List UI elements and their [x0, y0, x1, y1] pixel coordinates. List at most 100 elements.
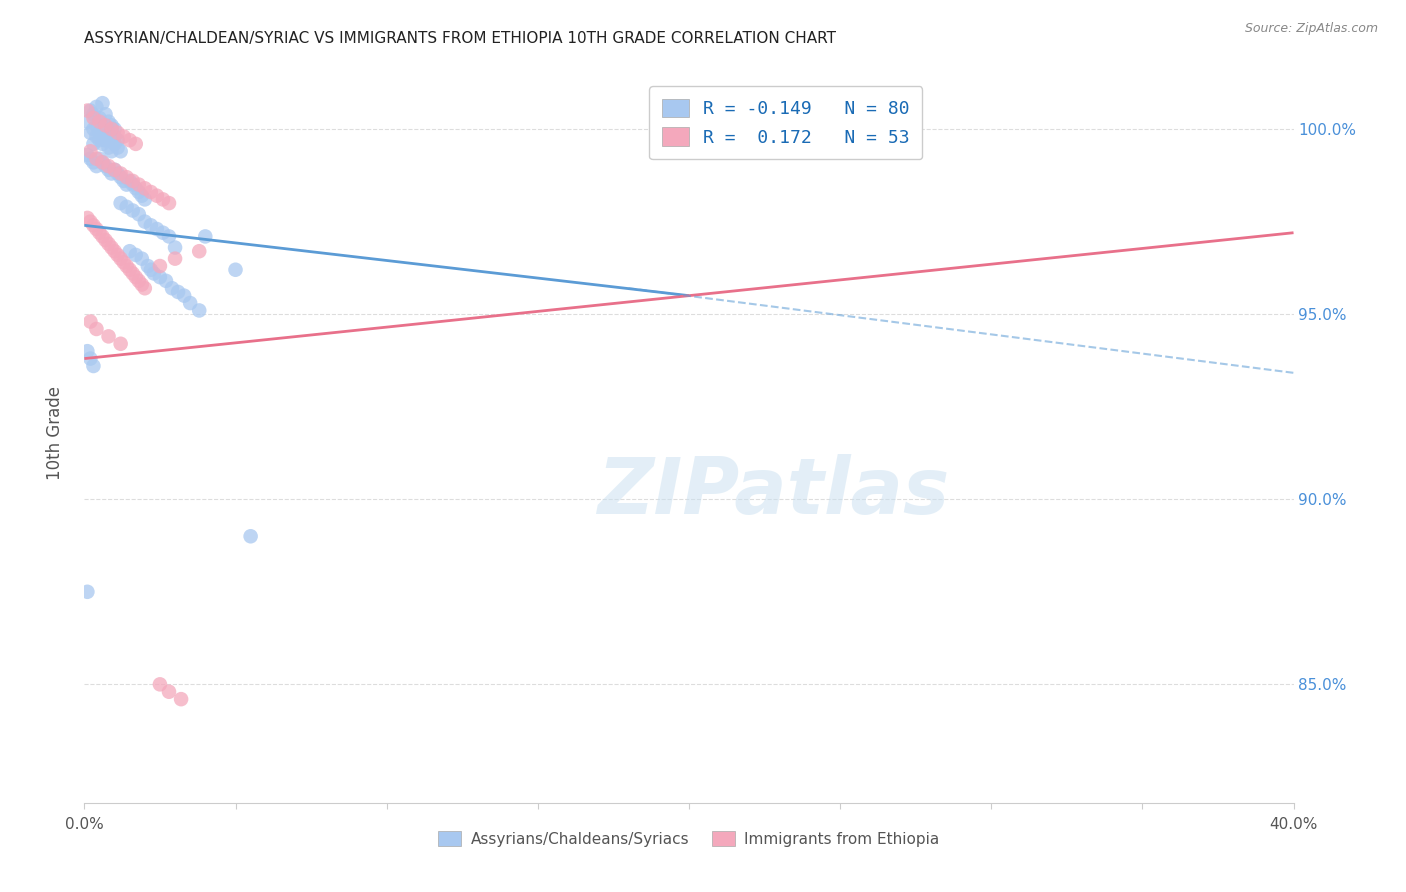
Point — [79, 126, 101, 140]
Point — [134, 281, 156, 295]
Point — [97, 140, 120, 154]
Text: ZIPatlas: ZIPatlas — [598, 454, 949, 530]
Point — [125, 248, 148, 262]
Point — [94, 233, 117, 247]
Point — [89, 111, 111, 125]
Point — [110, 167, 132, 181]
Point — [94, 119, 117, 133]
Point — [142, 267, 165, 281]
Point — [76, 344, 98, 359]
Point — [89, 133, 111, 147]
Point — [149, 259, 172, 273]
Point — [76, 584, 98, 599]
Point — [131, 252, 153, 266]
Point — [100, 122, 122, 136]
Point — [76, 148, 98, 162]
Point — [118, 133, 141, 147]
Point — [188, 244, 211, 259]
Point — [76, 103, 98, 118]
Point — [160, 281, 183, 295]
Point — [89, 226, 111, 240]
Point — [157, 196, 180, 211]
Point — [79, 103, 101, 118]
Point — [91, 155, 114, 169]
Point — [239, 529, 262, 543]
Point — [79, 315, 101, 329]
Point — [97, 126, 120, 140]
Point — [131, 277, 153, 292]
Point — [157, 229, 180, 244]
Point — [139, 262, 162, 277]
Point — [152, 193, 174, 207]
Point — [128, 274, 150, 288]
Point — [179, 296, 201, 310]
Point — [118, 262, 141, 277]
Point — [94, 133, 117, 147]
Point — [155, 274, 177, 288]
Point — [86, 159, 108, 173]
Point — [128, 178, 150, 192]
Point — [86, 152, 108, 166]
Point — [112, 129, 135, 144]
Point — [170, 692, 193, 706]
Point — [125, 136, 148, 151]
Point — [131, 188, 153, 202]
Point — [86, 119, 108, 133]
Point — [100, 122, 122, 136]
Point — [110, 145, 132, 159]
Point — [82, 122, 104, 136]
Point — [91, 136, 114, 151]
Point — [104, 162, 127, 177]
Point — [110, 170, 132, 185]
Point — [110, 196, 132, 211]
Point — [89, 126, 111, 140]
Point — [125, 270, 148, 285]
Point — [91, 96, 114, 111]
Point — [94, 107, 117, 121]
Point — [94, 159, 117, 173]
Point — [97, 162, 120, 177]
Legend: Assyrians/Chaldeans/Syriacs, Immigrants from Ethiopia: Assyrians/Chaldeans/Syriacs, Immigrants … — [430, 823, 948, 855]
Point — [76, 114, 98, 128]
Point — [104, 162, 127, 177]
Point — [91, 229, 114, 244]
Point — [152, 226, 174, 240]
Point — [173, 288, 195, 302]
Point — [121, 178, 143, 192]
Point — [82, 155, 104, 169]
Point — [225, 262, 247, 277]
Point — [110, 252, 132, 266]
Point — [167, 285, 190, 299]
Point — [134, 181, 156, 195]
Point — [110, 336, 132, 351]
Point — [79, 214, 101, 228]
Point — [118, 244, 141, 259]
Y-axis label: 10th Grade: 10th Grade — [45, 385, 63, 480]
Point — [97, 329, 120, 343]
Point — [82, 107, 104, 121]
Point — [165, 252, 187, 266]
Point — [107, 140, 129, 154]
Point — [112, 255, 135, 269]
Point — [128, 207, 150, 221]
Point — [79, 152, 101, 166]
Point — [134, 214, 156, 228]
Point — [107, 248, 129, 262]
Point — [82, 111, 104, 125]
Point — [91, 155, 114, 169]
Point — [107, 133, 129, 147]
Point — [82, 136, 104, 151]
Point — [86, 129, 108, 144]
Point — [149, 270, 172, 285]
Point — [125, 181, 148, 195]
Point — [86, 322, 108, 336]
Point — [100, 119, 122, 133]
Point — [115, 170, 138, 185]
Point — [104, 122, 127, 136]
Point — [107, 126, 129, 140]
Point — [128, 185, 150, 199]
Point — [165, 241, 187, 255]
Point — [97, 114, 120, 128]
Point — [94, 133, 117, 147]
Text: ASSYRIAN/CHALDEAN/SYRIAC VS IMMIGRANTS FROM ETHIOPIA 10TH GRADE CORRELATION CHAR: ASSYRIAN/CHALDEAN/SYRIAC VS IMMIGRANTS F… — [84, 31, 837, 46]
